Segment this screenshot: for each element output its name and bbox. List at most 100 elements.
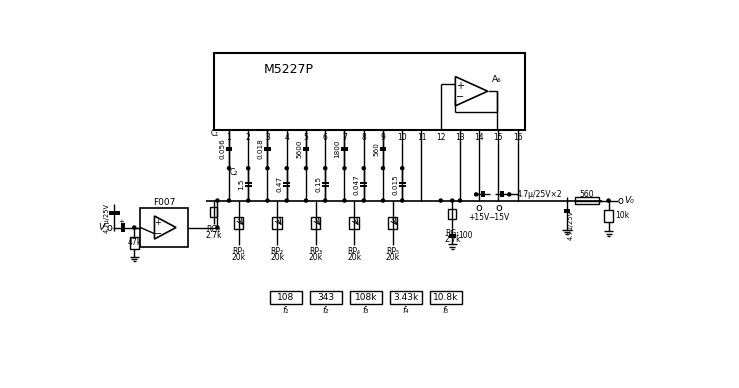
Text: 5: 5 <box>304 133 308 142</box>
Text: 1800: 1800 <box>335 140 341 158</box>
Bar <box>311 217 320 229</box>
Text: RP₄: RP₄ <box>347 247 361 256</box>
Text: o: o <box>106 222 112 232</box>
Text: RP₃: RP₃ <box>309 247 322 256</box>
Circle shape <box>439 199 442 202</box>
Text: 0.047: 0.047 <box>354 174 360 195</box>
Circle shape <box>458 199 462 202</box>
Text: 2.7k: 2.7k <box>205 232 222 241</box>
Bar <box>388 217 398 229</box>
Text: 0.47: 0.47 <box>277 176 283 192</box>
Text: 343: 343 <box>318 293 335 302</box>
Circle shape <box>304 199 307 202</box>
Text: M5227P: M5227P <box>264 63 313 76</box>
Text: 4.7μ/25V: 4.7μ/25V <box>103 203 109 233</box>
Circle shape <box>362 167 365 170</box>
Text: 20k: 20k <box>386 253 400 262</box>
Text: RP₁: RP₁ <box>232 247 245 256</box>
Text: 5600: 5600 <box>296 140 302 158</box>
Text: C₂: C₂ <box>230 168 238 177</box>
Text: C₁: C₁ <box>211 129 219 138</box>
Text: 13: 13 <box>455 133 465 142</box>
Text: 10: 10 <box>398 133 407 142</box>
Circle shape <box>362 199 365 202</box>
Circle shape <box>266 167 269 170</box>
Text: 16: 16 <box>513 133 522 142</box>
Circle shape <box>508 193 511 196</box>
Text: 3: 3 <box>265 133 270 142</box>
Text: 20k: 20k <box>231 253 245 262</box>
Bar <box>350 217 358 229</box>
Text: 2.7k: 2.7k <box>444 235 460 244</box>
Text: 15: 15 <box>494 133 503 142</box>
Text: 9: 9 <box>381 133 386 142</box>
Bar <box>210 207 217 218</box>
Text: Vᴵ: Vᴵ <box>99 223 106 232</box>
Circle shape <box>381 167 384 170</box>
Circle shape <box>216 199 219 202</box>
Bar <box>129 237 139 249</box>
Circle shape <box>451 199 454 202</box>
Bar <box>350 291 382 304</box>
Text: 108k: 108k <box>355 293 378 302</box>
Bar <box>310 291 342 304</box>
Text: +15V: +15V <box>469 213 490 222</box>
Bar <box>576 197 599 204</box>
Text: 4.7μ/25V×2: 4.7μ/25V×2 <box>517 190 562 199</box>
Text: 0.015: 0.015 <box>392 174 398 195</box>
Circle shape <box>304 167 307 170</box>
Text: 1: 1 <box>227 133 231 142</box>
Text: f₃: f₃ <box>363 306 370 315</box>
Text: −: − <box>456 92 464 102</box>
Text: 47k: 47k <box>127 238 141 248</box>
Text: 10k: 10k <box>615 211 629 220</box>
Circle shape <box>266 199 269 202</box>
Text: 0.056: 0.056 <box>219 139 225 159</box>
Text: 0.018: 0.018 <box>258 139 264 159</box>
Text: −15V: −15V <box>488 213 509 222</box>
Bar <box>430 291 463 304</box>
Bar <box>270 291 302 304</box>
Text: 12: 12 <box>436 133 446 142</box>
Bar <box>273 217 282 229</box>
Text: f₁: f₁ <box>283 306 289 315</box>
Text: 4: 4 <box>285 133 289 142</box>
Text: 560: 560 <box>373 142 379 156</box>
Bar <box>604 210 613 222</box>
Text: 20k: 20k <box>270 253 285 262</box>
Circle shape <box>401 167 403 170</box>
Circle shape <box>607 199 610 202</box>
Text: 14: 14 <box>474 133 484 142</box>
Text: RG₁: RG₁ <box>445 229 460 238</box>
Text: f₂: f₂ <box>323 306 329 315</box>
Text: 100: 100 <box>458 232 473 241</box>
Text: RP₅: RP₅ <box>386 247 399 256</box>
Bar <box>234 217 243 229</box>
Text: f₄: f₄ <box>403 306 409 315</box>
Bar <box>140 208 188 247</box>
Text: 3.43k: 3.43k <box>393 293 419 302</box>
Circle shape <box>228 199 231 202</box>
Bar <box>390 291 422 304</box>
Text: RG₂: RG₂ <box>206 225 221 234</box>
Circle shape <box>285 167 288 170</box>
Circle shape <box>324 167 327 170</box>
Text: 20k: 20k <box>347 253 361 262</box>
Text: F007: F007 <box>153 198 175 207</box>
Circle shape <box>216 226 219 229</box>
Text: A₆: A₆ <box>491 75 501 84</box>
Text: 6: 6 <box>323 133 327 142</box>
Text: 11: 11 <box>417 133 426 142</box>
Text: 1.5: 1.5 <box>239 178 245 190</box>
Text: o: o <box>476 203 483 213</box>
Bar <box>214 53 525 130</box>
Text: +: + <box>118 219 124 225</box>
Text: −: − <box>154 229 162 239</box>
Text: +: + <box>456 81 464 91</box>
Circle shape <box>343 167 346 170</box>
Circle shape <box>324 199 327 202</box>
Circle shape <box>133 226 136 229</box>
Circle shape <box>474 193 477 196</box>
Text: 10.8k: 10.8k <box>434 293 459 302</box>
Circle shape <box>401 199 403 202</box>
